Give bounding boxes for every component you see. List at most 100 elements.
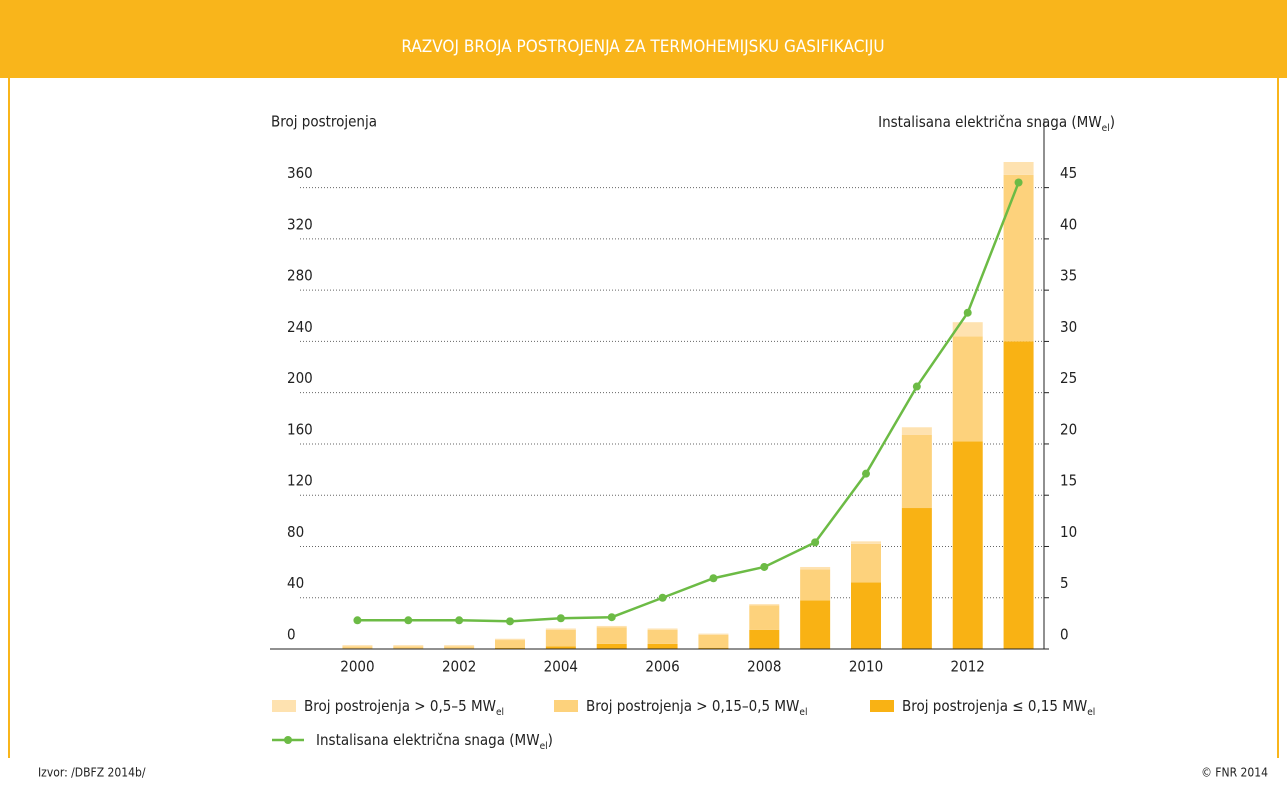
bar-segment bbox=[495, 647, 525, 649]
bar-segment bbox=[596, 643, 627, 649]
y2-label-after: ) bbox=[1110, 113, 1115, 131]
legend-label: Broj postrojenja ≤ 0,15 MWel bbox=[902, 697, 1095, 718]
credit: © FNR 2014 bbox=[1201, 766, 1268, 780]
legend-swatch bbox=[272, 700, 296, 712]
x-tick-label: 2004 bbox=[544, 658, 578, 676]
bar-segment bbox=[800, 566, 831, 570]
bar-segment bbox=[444, 645, 475, 647]
line-point bbox=[556, 614, 565, 623]
y-tick-label: 200 bbox=[287, 369, 313, 387]
y2-tick-label: 10 bbox=[1060, 523, 1077, 541]
line-point bbox=[912, 382, 921, 391]
line-point bbox=[862, 469, 870, 478]
line-point bbox=[404, 616, 413, 625]
legend-swatch bbox=[554, 700, 578, 712]
y2-tick-label: 40 bbox=[1060, 215, 1077, 233]
bar-segment bbox=[800, 569, 831, 601]
y2-tick-label: 30 bbox=[1060, 318, 1077, 336]
bar-segment bbox=[698, 633, 729, 635]
x-tick-label: 2008 bbox=[747, 658, 781, 676]
y-axis-label: Broj postrojenja bbox=[271, 113, 377, 131]
bar-segment bbox=[393, 646, 424, 649]
legend-sub: el bbox=[799, 707, 807, 718]
bar-segment bbox=[647, 643, 678, 649]
y-tick-label: 280 bbox=[287, 267, 313, 285]
source: Izvor: /DBFZ 2014b/ bbox=[38, 766, 146, 780]
y-tick-label: 40 bbox=[287, 574, 304, 592]
y2-axis-label: Instalisana električna snaga (MWel) bbox=[878, 113, 1115, 134]
bar-segment bbox=[851, 582, 881, 649]
legend-sub: el bbox=[540, 741, 548, 752]
chart-title: RAZVOJ BROJA POSTROJENJA ZA TERMOHEMIJSK… bbox=[401, 37, 884, 57]
left-border bbox=[8, 78, 10, 758]
bar-segment bbox=[342, 646, 373, 649]
y-tick-label: 120 bbox=[287, 472, 313, 490]
legend-sub: el bbox=[496, 707, 504, 718]
y2-tick-label: 35 bbox=[1060, 267, 1077, 285]
bar-segment bbox=[952, 336, 983, 442]
line-point bbox=[760, 562, 769, 571]
x-tick-label: 2002 bbox=[442, 658, 476, 676]
bar-segment bbox=[545, 646, 576, 649]
bar-segment bbox=[749, 604, 780, 606]
bar-segment bbox=[647, 629, 678, 644]
legend-after: ) bbox=[548, 731, 553, 749]
legend-label: Broj postrojenja > 0,5–5 MWel bbox=[304, 697, 504, 718]
y2-tick-label: 20 bbox=[1060, 420, 1077, 438]
y2-label-text: Instalisana električna snaga (MW bbox=[878, 113, 1102, 131]
y2-tick-label: 25 bbox=[1060, 369, 1077, 387]
line-point bbox=[709, 574, 718, 583]
bar-segment bbox=[647, 628, 678, 630]
bar-segment bbox=[545, 628, 576, 630]
y2-label-sub: el bbox=[1102, 123, 1110, 134]
line-point bbox=[607, 613, 616, 622]
bar-segment bbox=[851, 543, 881, 583]
line-point bbox=[811, 538, 820, 547]
y2-tick-label: 0 bbox=[1060, 626, 1069, 644]
bar-segment bbox=[800, 600, 831, 649]
line-series bbox=[357, 182, 1020, 623]
bar-segment bbox=[596, 627, 627, 644]
bar-segment bbox=[545, 629, 576, 647]
line-point bbox=[506, 617, 514, 626]
bar-segment bbox=[698, 647, 729, 649]
bar-segment bbox=[749, 605, 780, 630]
bar-segment bbox=[901, 434, 932, 509]
bar-segment bbox=[342, 645, 373, 647]
line-point bbox=[658, 593, 667, 602]
bar-segment bbox=[1003, 341, 1034, 649]
line-point bbox=[353, 616, 362, 625]
bar-segment bbox=[901, 427, 932, 435]
legend-marker bbox=[284, 736, 292, 744]
right-border bbox=[1277, 78, 1279, 758]
bar-segment bbox=[393, 645, 424, 647]
legend-swatch bbox=[870, 700, 894, 712]
legend-text: Instalisana električna snaga (MW bbox=[316, 731, 540, 749]
header-band bbox=[0, 0, 1287, 78]
bar-segment bbox=[1003, 174, 1034, 342]
y-tick-label: 160 bbox=[287, 420, 313, 438]
y-tick-label: 360 bbox=[287, 164, 313, 182]
bar-segment bbox=[952, 441, 983, 649]
bar-segment bbox=[495, 640, 525, 648]
line-point bbox=[1014, 178, 1023, 187]
bar-segment bbox=[495, 638, 525, 641]
bar-segment bbox=[901, 508, 932, 649]
legend-text: Broj postrojenja > 0,15–0,5 MW bbox=[586, 697, 799, 715]
legend-text: Broj postrojenja > 0,5–5 MW bbox=[304, 697, 496, 715]
y-tick-label: 320 bbox=[287, 215, 313, 233]
x-tick-label: 2010 bbox=[849, 658, 883, 676]
legend-text: Broj postrojenja ≤ 0,15 MW bbox=[902, 697, 1087, 715]
legend-label: Broj postrojenja > 0,15–0,5 MWel bbox=[586, 697, 807, 718]
x-tick-label: 2000 bbox=[340, 658, 374, 676]
y-tick-label: 80 bbox=[287, 523, 304, 541]
bar-segment bbox=[444, 646, 475, 649]
legend-sub: el bbox=[1087, 707, 1095, 718]
y2-tick-label: 5 bbox=[1060, 574, 1069, 592]
bar-segment bbox=[749, 629, 780, 649]
line-point bbox=[455, 616, 464, 625]
legend-label: Instalisana električna snaga (MWel) bbox=[316, 731, 553, 752]
bar-segment bbox=[851, 541, 881, 544]
line-point bbox=[963, 308, 972, 317]
